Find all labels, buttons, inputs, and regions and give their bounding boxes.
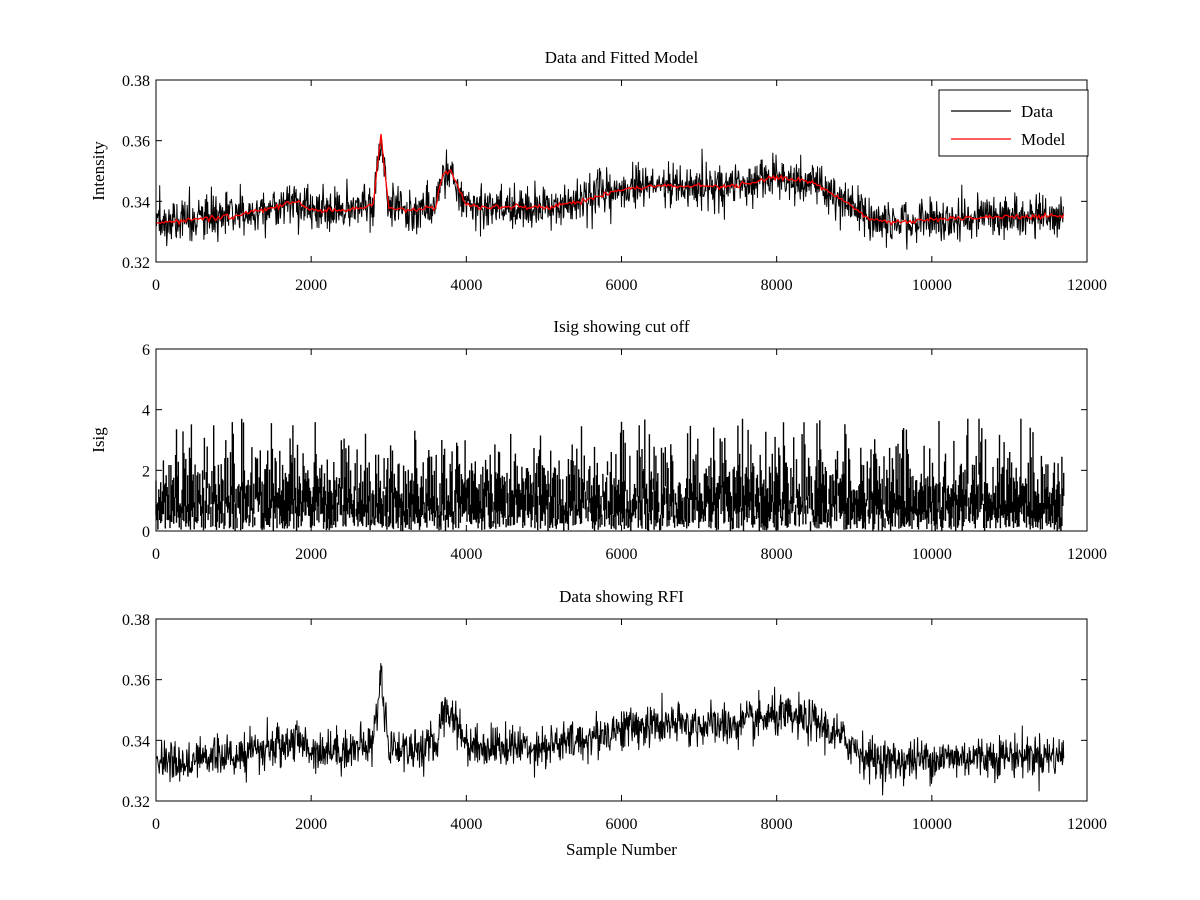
x-tick-label: 2000 (295, 816, 327, 833)
x-tick-label: 2000 (295, 277, 327, 294)
y-tick-label: 4 (142, 403, 150, 420)
series-model-line (155, 134, 1065, 226)
y-tick-label: 0.34 (122, 733, 150, 750)
y-tick-label: 0.38 (122, 612, 150, 629)
legend: Data Model (938, 89, 1089, 157)
panel-isig-showing-cut-off: 0 2000 4000 6000 8000 10000 12000 0 2 4 6 Isig show… (89, 317, 1107, 563)
y-tick-label: 0.38 (122, 73, 150, 90)
y-tick-label: 6 (142, 342, 150, 359)
x-tick-label: 4000 (450, 277, 482, 294)
legend-box (938, 89, 1089, 157)
series-data-line (155, 138, 1065, 250)
x-tick-label: 4000 (450, 816, 482, 833)
x-tick-label: 8000 (761, 546, 793, 563)
panel-data-and-fitted-model: 0 2000 4000 6000 8000 10000 12000 0.32 0.34 0.36 0… (89, 48, 1107, 294)
x-tick-label: 0 (152, 816, 160, 833)
y-tick-label: 0 (142, 524, 150, 541)
x-tick-label: 12000 (1067, 546, 1107, 563)
x-tick-label: 12000 (1067, 816, 1107, 833)
x-tick-label: 4000 (450, 546, 482, 563)
legend-label-model: Model (1021, 130, 1066, 149)
x-tick-label: 10000 (912, 816, 952, 833)
plot-area (156, 80, 1087, 262)
x-tick-label: 6000 (606, 816, 638, 833)
x-axis-label: Sample Number (566, 840, 677, 859)
legend-label-data: Data (1021, 102, 1054, 121)
y-tick-label: 0.32 (122, 255, 150, 272)
plot-area (156, 619, 1087, 801)
x-tick-label: 6000 (606, 277, 638, 294)
y-tick-label: 0.36 (122, 673, 150, 690)
series-data-line (155, 663, 1065, 796)
x-tick-label: 0 (152, 277, 160, 294)
x-tick-label: 2000 (295, 546, 327, 563)
y-tick-label: 0.34 (122, 194, 150, 211)
panel-data-showing-rfi: 0 2000 4000 6000 8000 10000 12000 0.32 0.34 0.36 0… (122, 587, 1107, 859)
y-tick-label: 0.32 (122, 794, 150, 811)
y-axis-label: Isig (89, 427, 108, 453)
x-tick-label: 6000 (606, 546, 638, 563)
x-tick-label: 12000 (1067, 277, 1107, 294)
y-tick-label: 2 (142, 463, 150, 480)
x-tick-label: 10000 (912, 546, 952, 563)
chart-title: Data and Fitted Model (545, 48, 699, 67)
x-tick-label: 8000 (761, 277, 793, 294)
chart-title: Isig showing cut off (553, 317, 689, 336)
x-tick-label: 0 (152, 546, 160, 563)
x-tick-label: 10000 (912, 277, 952, 294)
y-axis-label: Intensity (89, 141, 108, 201)
chart-title: Data showing RFI (559, 587, 684, 606)
y-tick-label: 0.36 (122, 134, 150, 151)
x-tick-label: 8000 (761, 816, 793, 833)
